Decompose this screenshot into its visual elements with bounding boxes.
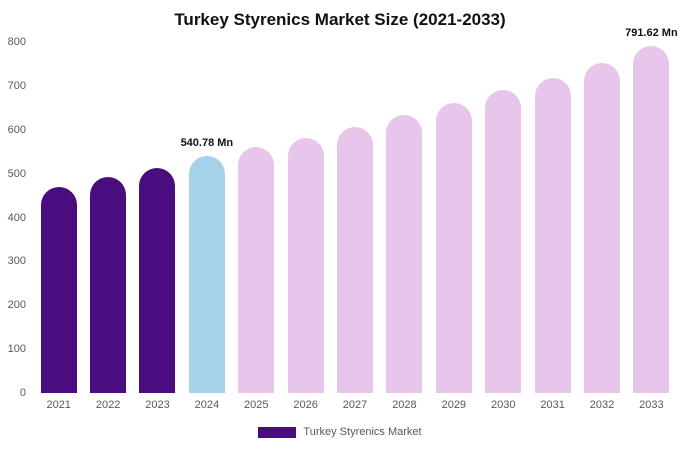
y-tick-label-400: 400 — [7, 211, 26, 224]
x-tick-label-2022: 2022 — [95, 399, 121, 411]
x-tick-label-2033: 2033 — [639, 399, 664, 411]
bar-slot-2033: 791.62 Mn — [625, 27, 678, 393]
bar-slot-2025 — [232, 42, 281, 393]
x-tick-label-2030: 2030 — [490, 399, 516, 411]
x-tick-label-2021: 2021 — [46, 399, 71, 411]
x-tick-label-2027: 2027 — [342, 399, 368, 411]
y-tick-label-500: 500 — [7, 167, 26, 180]
y-tick-label-600: 600 — [7, 123, 26, 136]
bar-2021 — [40, 186, 77, 393]
x-tick-label-2026: 2026 — [293, 399, 318, 411]
legend: Turkey Styrenics Market — [0, 426, 680, 438]
y-tick-label-200: 200 — [7, 299, 26, 312]
bar-2024 — [188, 155, 225, 393]
bar-2032 — [583, 63, 620, 393]
bar-slot-2031 — [528, 42, 577, 393]
bar-slot-2022 — [83, 42, 132, 393]
bar-annotation-2033: 791.62 Mn — [625, 26, 678, 39]
x-tick-label-2029: 2029 — [441, 399, 467, 411]
legend-label: Turkey Styrenics Market — [303, 426, 422, 438]
x-tick-label-2025: 2025 — [244, 399, 269, 411]
x-tick-label-2023: 2023 — [145, 399, 170, 411]
y-tick-label-100: 100 — [7, 343, 26, 356]
bar-slot-2024: 540.78 Mn — [180, 42, 234, 393]
bar-2023 — [139, 168, 176, 393]
y-tick-label-700: 700 — [7, 79, 26, 92]
bar-2033 — [633, 45, 670, 393]
bar-slot-2026 — [281, 42, 330, 393]
bar-2030 — [485, 90, 522, 393]
bars: 540.78 Mn 791.62 Mn — [34, 27, 678, 393]
chart-title: Turkey Styrenics Market Size (2021-2033) — [174, 10, 506, 29]
x-tick-label-2031: 2031 — [540, 399, 565, 411]
y-axis: 0 100 200 300 400 500 600 700 800 — [0, 36, 28, 399]
bar-slot-2028 — [380, 42, 429, 393]
bar-2025 — [238, 147, 275, 393]
bar-slot-2032 — [577, 42, 626, 393]
x-axis: 2021 2022 2023 2024 2025 2026 2027 2028 2029 2030… — [34, 399, 676, 411]
x-tick-label-2028: 2028 — [392, 399, 417, 411]
bar-2031 — [534, 77, 571, 393]
y-tick-label-0: 0 — [19, 387, 26, 399]
bar-slot-2021 — [34, 42, 83, 393]
bar-2029 — [435, 103, 472, 393]
legend-swatch — [258, 426, 297, 438]
y-tick-label-800: 800 — [7, 36, 26, 48]
bar-2027 — [337, 127, 374, 393]
bar-annotation-2024: 540.78 Mn — [180, 136, 234, 149]
y-tick-label-300: 300 — [7, 255, 26, 268]
x-tick-label-2032: 2032 — [589, 399, 615, 411]
x-tick-label-2024: 2024 — [194, 399, 220, 411]
bar-2022 — [90, 177, 127, 393]
bar-slot-2027 — [330, 42, 379, 393]
bar-slot-2030 — [479, 42, 528, 393]
bar-slot-2029 — [429, 42, 478, 393]
bar-2028 — [386, 115, 423, 393]
bar-slot-2023 — [133, 42, 182, 393]
bar-2026 — [287, 137, 324, 393]
